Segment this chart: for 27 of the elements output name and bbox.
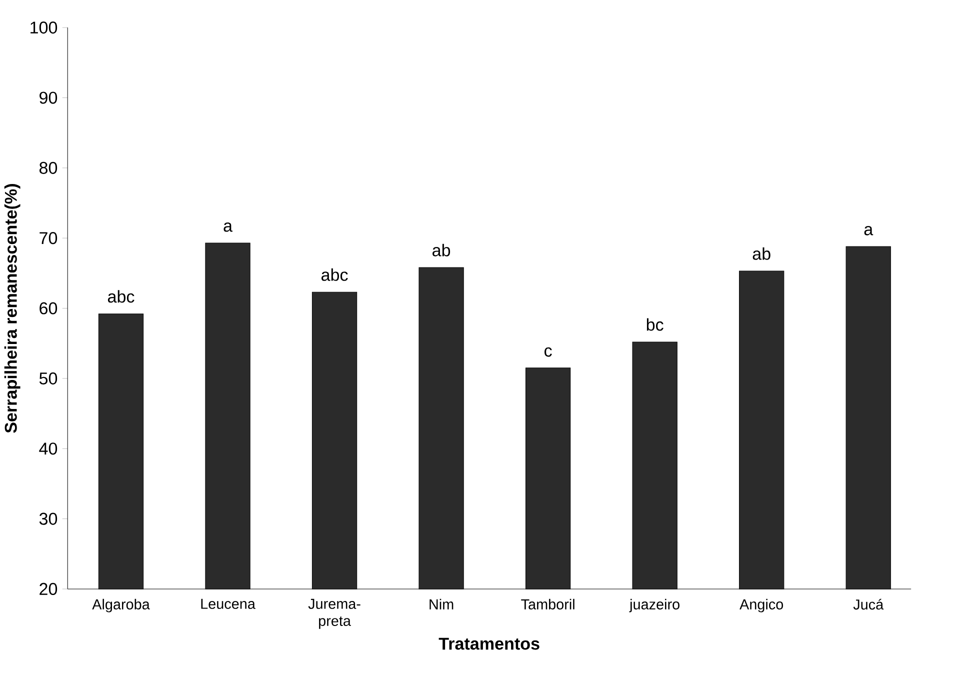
x-tick-label: Jurema-preta: [308, 598, 360, 629]
y-axis-title: Serrapilheira remanescente(%): [4, 184, 20, 433]
y-tick-label: 50: [39, 372, 58, 384]
annotation: c: [544, 347, 552, 357]
y-tick-label: 20: [40, 582, 58, 595]
x-tick-label: Tamboril: [521, 598, 574, 610]
annotation: abc: [108, 290, 134, 303]
annotation: abc: [321, 268, 348, 281]
x-tick-label: Nim: [430, 598, 454, 610]
annotation: a: [224, 222, 232, 232]
y-tick-label: 80: [40, 162, 58, 174]
x-tick-label: Angico: [740, 598, 784, 612]
y-tick-label: 100: [30, 21, 58, 34]
x-tick-label: Leucena: [201, 598, 256, 609]
annotation: a: [864, 226, 874, 236]
x-tick-label: juazeiro: [629, 598, 680, 612]
y-tick-label: 70: [40, 232, 58, 244]
y-tick-label: 30: [39, 512, 58, 525]
x-tick-label: Algaroba: [92, 598, 150, 612]
y-tick-label: 40: [39, 442, 58, 455]
annotation: bc: [646, 318, 664, 331]
x-tick-label: Jucá: [853, 598, 884, 610]
y-tick-label: 90: [40, 92, 58, 104]
y-tick-label: 60: [40, 302, 58, 314]
annotation: ab: [752, 247, 770, 260]
annotation: ab: [432, 244, 450, 256]
x-axis-title: Tratamentos: [438, 638, 540, 650]
